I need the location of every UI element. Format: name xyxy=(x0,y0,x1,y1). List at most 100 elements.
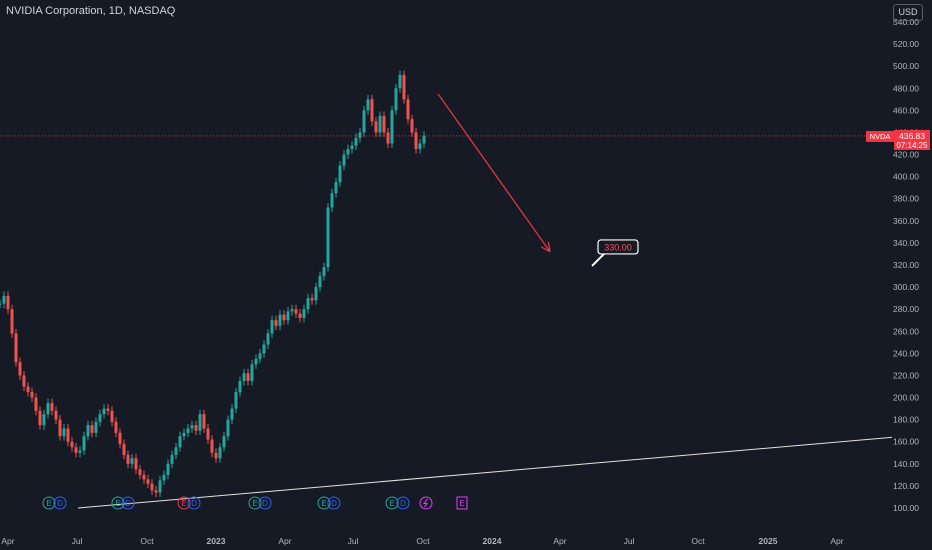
dividend-icon[interactable] xyxy=(121,496,135,510)
price-annotation[interactable]: 330.00 xyxy=(591,239,639,267)
arrow-head[interactable] xyxy=(540,246,551,253)
split-icon[interactable] xyxy=(419,496,433,510)
earnings-icon[interactable] xyxy=(111,496,125,510)
earnings-letter: E xyxy=(46,499,51,508)
candle-body xyxy=(166,463,170,475)
callout-box[interactable] xyxy=(597,239,639,255)
earnings-upcoming-icon[interactable] xyxy=(456,496,468,510)
candle-body xyxy=(106,408,110,411)
candle-body xyxy=(250,364,254,381)
candle-body xyxy=(314,287,318,301)
candle-body xyxy=(18,362,22,376)
candle-body xyxy=(398,75,402,89)
candle-body xyxy=(14,333,18,363)
y-tick-label: 140.00 xyxy=(893,459,919,469)
candle-body xyxy=(134,458,138,470)
arrow-head[interactable] xyxy=(547,241,551,252)
candle-body xyxy=(98,414,102,422)
y-tick-label: 100.00 xyxy=(893,503,919,513)
candle-body xyxy=(10,309,14,334)
candle-body xyxy=(390,110,394,144)
candle-body xyxy=(82,436,86,451)
price-label: 436.83 xyxy=(899,131,925,141)
x-tick-label: Oct xyxy=(691,536,705,546)
dividend-icon[interactable] xyxy=(258,496,272,510)
candle-body xyxy=(214,452,218,459)
earnings-icon[interactable] xyxy=(248,496,262,510)
candle-body xyxy=(266,333,270,345)
candle-body xyxy=(230,408,234,420)
callout-label: 330.00 xyxy=(604,242,632,252)
candle-body xyxy=(358,132,362,138)
arrow-line[interactable] xyxy=(437,93,551,253)
symbol-label: NVDA xyxy=(870,132,891,141)
dividend-icon[interactable] xyxy=(327,496,341,510)
x-axis[interactable]: Apr Jul Oct 2023 Apr Jul Oct 2024 Apr Jul Oct 2025 A… xyxy=(1,536,843,546)
candle-body xyxy=(346,149,350,155)
y-tick-label: 340.00 xyxy=(893,238,919,248)
candle-body xyxy=(74,447,78,453)
candle-body xyxy=(26,386,30,393)
earnings-icon[interactable] xyxy=(177,496,191,510)
candle-body xyxy=(178,436,182,448)
candlestick-series xyxy=(0,70,426,497)
earnings-icon[interactable] xyxy=(317,496,331,510)
candle-body xyxy=(122,443,126,455)
candle-body xyxy=(0,303,2,305)
candle-body xyxy=(394,88,398,111)
x-tick-label: Apr xyxy=(1,536,14,546)
candle-body xyxy=(110,410,114,422)
dividend-icon[interactable] xyxy=(187,496,201,510)
y-tick-label: 120.00 xyxy=(893,481,919,491)
candle-body xyxy=(342,154,346,166)
candle-body xyxy=(238,380,242,393)
earnings-letter: E xyxy=(252,499,257,508)
candle-body xyxy=(162,474,166,481)
currency-button[interactable]: USD xyxy=(893,4,923,21)
projection-arrow-drawing[interactable] xyxy=(437,93,551,253)
candle-body xyxy=(190,425,194,429)
candle-body xyxy=(170,454,174,464)
candle-body xyxy=(182,432,186,437)
candle-body xyxy=(310,298,314,301)
earnings-letter: E xyxy=(459,499,464,508)
trendline-drawing[interactable] xyxy=(77,436,893,509)
countdown-label: 07:14:25 xyxy=(896,141,928,150)
x-tick-label: Jul xyxy=(348,536,359,546)
y-tick-label: 520.00 xyxy=(893,39,919,49)
y-tick-label: 500.00 xyxy=(893,61,919,71)
candle-body xyxy=(202,414,206,429)
candle-body xyxy=(186,428,190,433)
earnings-icon[interactable] xyxy=(42,496,56,510)
trendline[interactable] xyxy=(77,436,893,509)
y-axis[interactable]: 100.00 120.00 140.00 160.00 180.00 200.00 220.… xyxy=(893,17,919,513)
y-tick-label: 480.00 xyxy=(893,83,919,93)
candle-body xyxy=(242,373,246,381)
y-tick-label: 280.00 xyxy=(893,304,919,314)
candle-body xyxy=(6,295,10,310)
candle-body xyxy=(150,483,154,491)
y-tick-label: 240.00 xyxy=(893,348,919,358)
candle-body xyxy=(226,419,230,437)
y-tick-label: 360.00 xyxy=(893,216,919,226)
candle-body xyxy=(278,314,282,326)
dividend-icon[interactable] xyxy=(396,496,410,510)
candle-body xyxy=(290,309,294,312)
candle-body xyxy=(418,143,422,150)
earnings-letter: E xyxy=(115,499,120,508)
y-tick-label: 260.00 xyxy=(893,326,919,336)
candle-body xyxy=(70,441,74,448)
candle-body xyxy=(114,421,118,433)
x-tick-label: Oct xyxy=(140,536,154,546)
x-tick-label: Apr xyxy=(830,536,843,546)
dividend-icon[interactable] xyxy=(53,496,67,510)
earnings-icon[interactable] xyxy=(385,496,399,510)
earnings-letter: E xyxy=(321,499,326,508)
candle-body xyxy=(354,137,358,146)
candle-body xyxy=(306,298,310,310)
candle-body xyxy=(414,132,418,150)
candle-body xyxy=(50,403,54,411)
candle-body xyxy=(198,414,202,431)
candle-body xyxy=(338,165,342,183)
